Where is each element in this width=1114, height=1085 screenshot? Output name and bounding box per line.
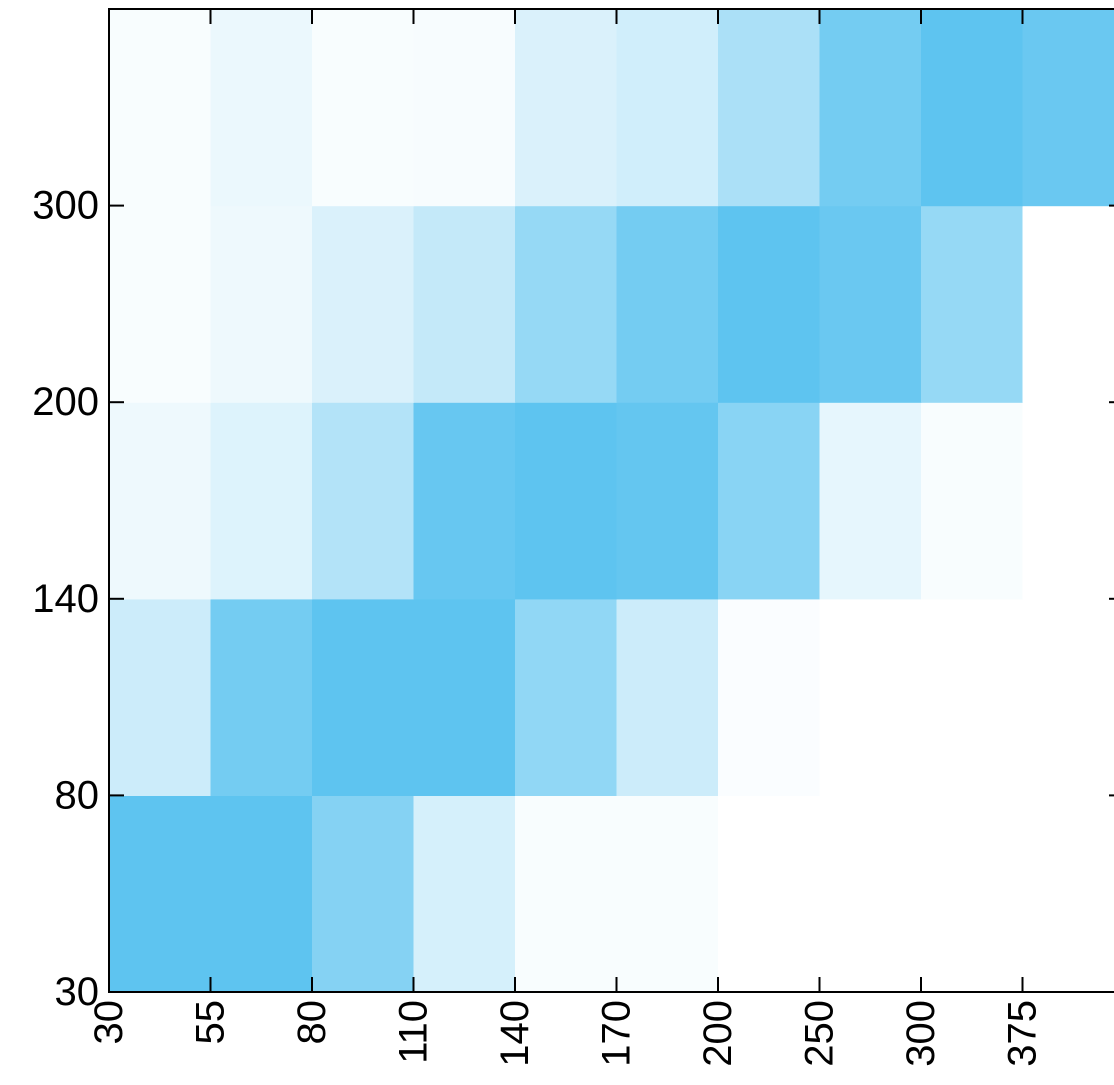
y-tick-label: 140 bbox=[32, 577, 99, 621]
x-tick-label: 140 bbox=[493, 1000, 537, 1067]
x-tick-label: 170 bbox=[595, 1000, 639, 1067]
heatmap-cell bbox=[109, 402, 212, 600]
heatmap-cell bbox=[515, 205, 618, 403]
x-tick-label: 250 bbox=[798, 1000, 842, 1067]
y-axis: 30 80 140 200 300 bbox=[32, 184, 1114, 1014]
heatmap-cell bbox=[921, 205, 1024, 403]
heatmap-cell bbox=[819, 598, 922, 796]
x-tick-label: 300 bbox=[899, 1000, 943, 1067]
heatmap-cell bbox=[718, 9, 821, 207]
heatmap-cell bbox=[413, 205, 516, 403]
heatmap-cell bbox=[921, 402, 1024, 600]
heatmap-cell bbox=[819, 9, 922, 207]
heatmap-cell bbox=[515, 795, 618, 993]
heatmap-cell bbox=[515, 402, 618, 600]
x-tick-label: 110 bbox=[392, 1000, 436, 1064]
heatmap-cell bbox=[210, 598, 313, 796]
y-tick-label: 80 bbox=[55, 773, 100, 817]
heatmap-cell bbox=[413, 795, 516, 993]
heatmap-cell bbox=[616, 598, 719, 796]
heatmap-cell bbox=[718, 795, 821, 993]
x-tick-label: 375 bbox=[1001, 1000, 1045, 1067]
heatmap-cell bbox=[616, 205, 719, 403]
heatmap-cell bbox=[921, 9, 1024, 207]
heatmap-cell bbox=[1022, 9, 1114, 207]
heatmap-cell bbox=[312, 205, 415, 403]
heatmap-cell bbox=[210, 402, 313, 600]
heatmap-cell bbox=[109, 9, 212, 207]
heatmap-cell bbox=[819, 205, 922, 403]
heatmap-cell bbox=[1022, 795, 1114, 993]
heatmap-cell bbox=[718, 598, 821, 796]
heatmap-cell bbox=[109, 795, 212, 993]
heatmap-cell bbox=[413, 9, 516, 207]
heatmap-cell bbox=[109, 598, 212, 796]
heatmap-cell bbox=[210, 795, 313, 993]
heatmap-cell bbox=[616, 402, 719, 600]
heatmap-cell bbox=[819, 795, 922, 993]
heatmap-cell bbox=[718, 402, 821, 600]
y-tick-label: 30 bbox=[55, 970, 100, 1014]
x-axis: 30 55 80 110 140 170 200 250 300 375 bbox=[87, 9, 1045, 1067]
heatmap-cell bbox=[1022, 205, 1114, 403]
x-tick-label: 55 bbox=[189, 1000, 233, 1045]
heatmap-cells bbox=[109, 9, 1114, 993]
heatmap-cell bbox=[921, 795, 1024, 993]
heatmap-cell bbox=[718, 205, 821, 403]
heatmap-cell bbox=[413, 402, 516, 600]
heatmap-cell bbox=[109, 205, 212, 403]
heatmap-cell bbox=[210, 9, 313, 207]
heatmap-cell bbox=[312, 598, 415, 796]
heatmap-cell bbox=[515, 598, 618, 796]
heatmap-cell bbox=[312, 9, 415, 207]
heatmap-cell bbox=[819, 402, 922, 600]
x-tick-label: 30 bbox=[87, 1000, 131, 1045]
heatmap-cell bbox=[616, 795, 719, 993]
y-tick-label: 200 bbox=[32, 380, 99, 424]
heatmap-cell bbox=[616, 9, 719, 207]
heatmap-cell bbox=[921, 598, 1024, 796]
x-tick-label: 80 bbox=[290, 1000, 334, 1045]
heatmap-cell bbox=[413, 598, 516, 796]
heatmap-cell bbox=[312, 402, 415, 600]
heatmap-cell bbox=[515, 9, 618, 207]
heatmap-cell bbox=[210, 205, 313, 403]
x-tick-label: 200 bbox=[696, 1000, 740, 1067]
heatmap-cell bbox=[312, 795, 415, 993]
heatmap-cell bbox=[1022, 598, 1114, 796]
heatmap-cell bbox=[1022, 402, 1114, 600]
y-tick-label: 300 bbox=[32, 184, 99, 228]
